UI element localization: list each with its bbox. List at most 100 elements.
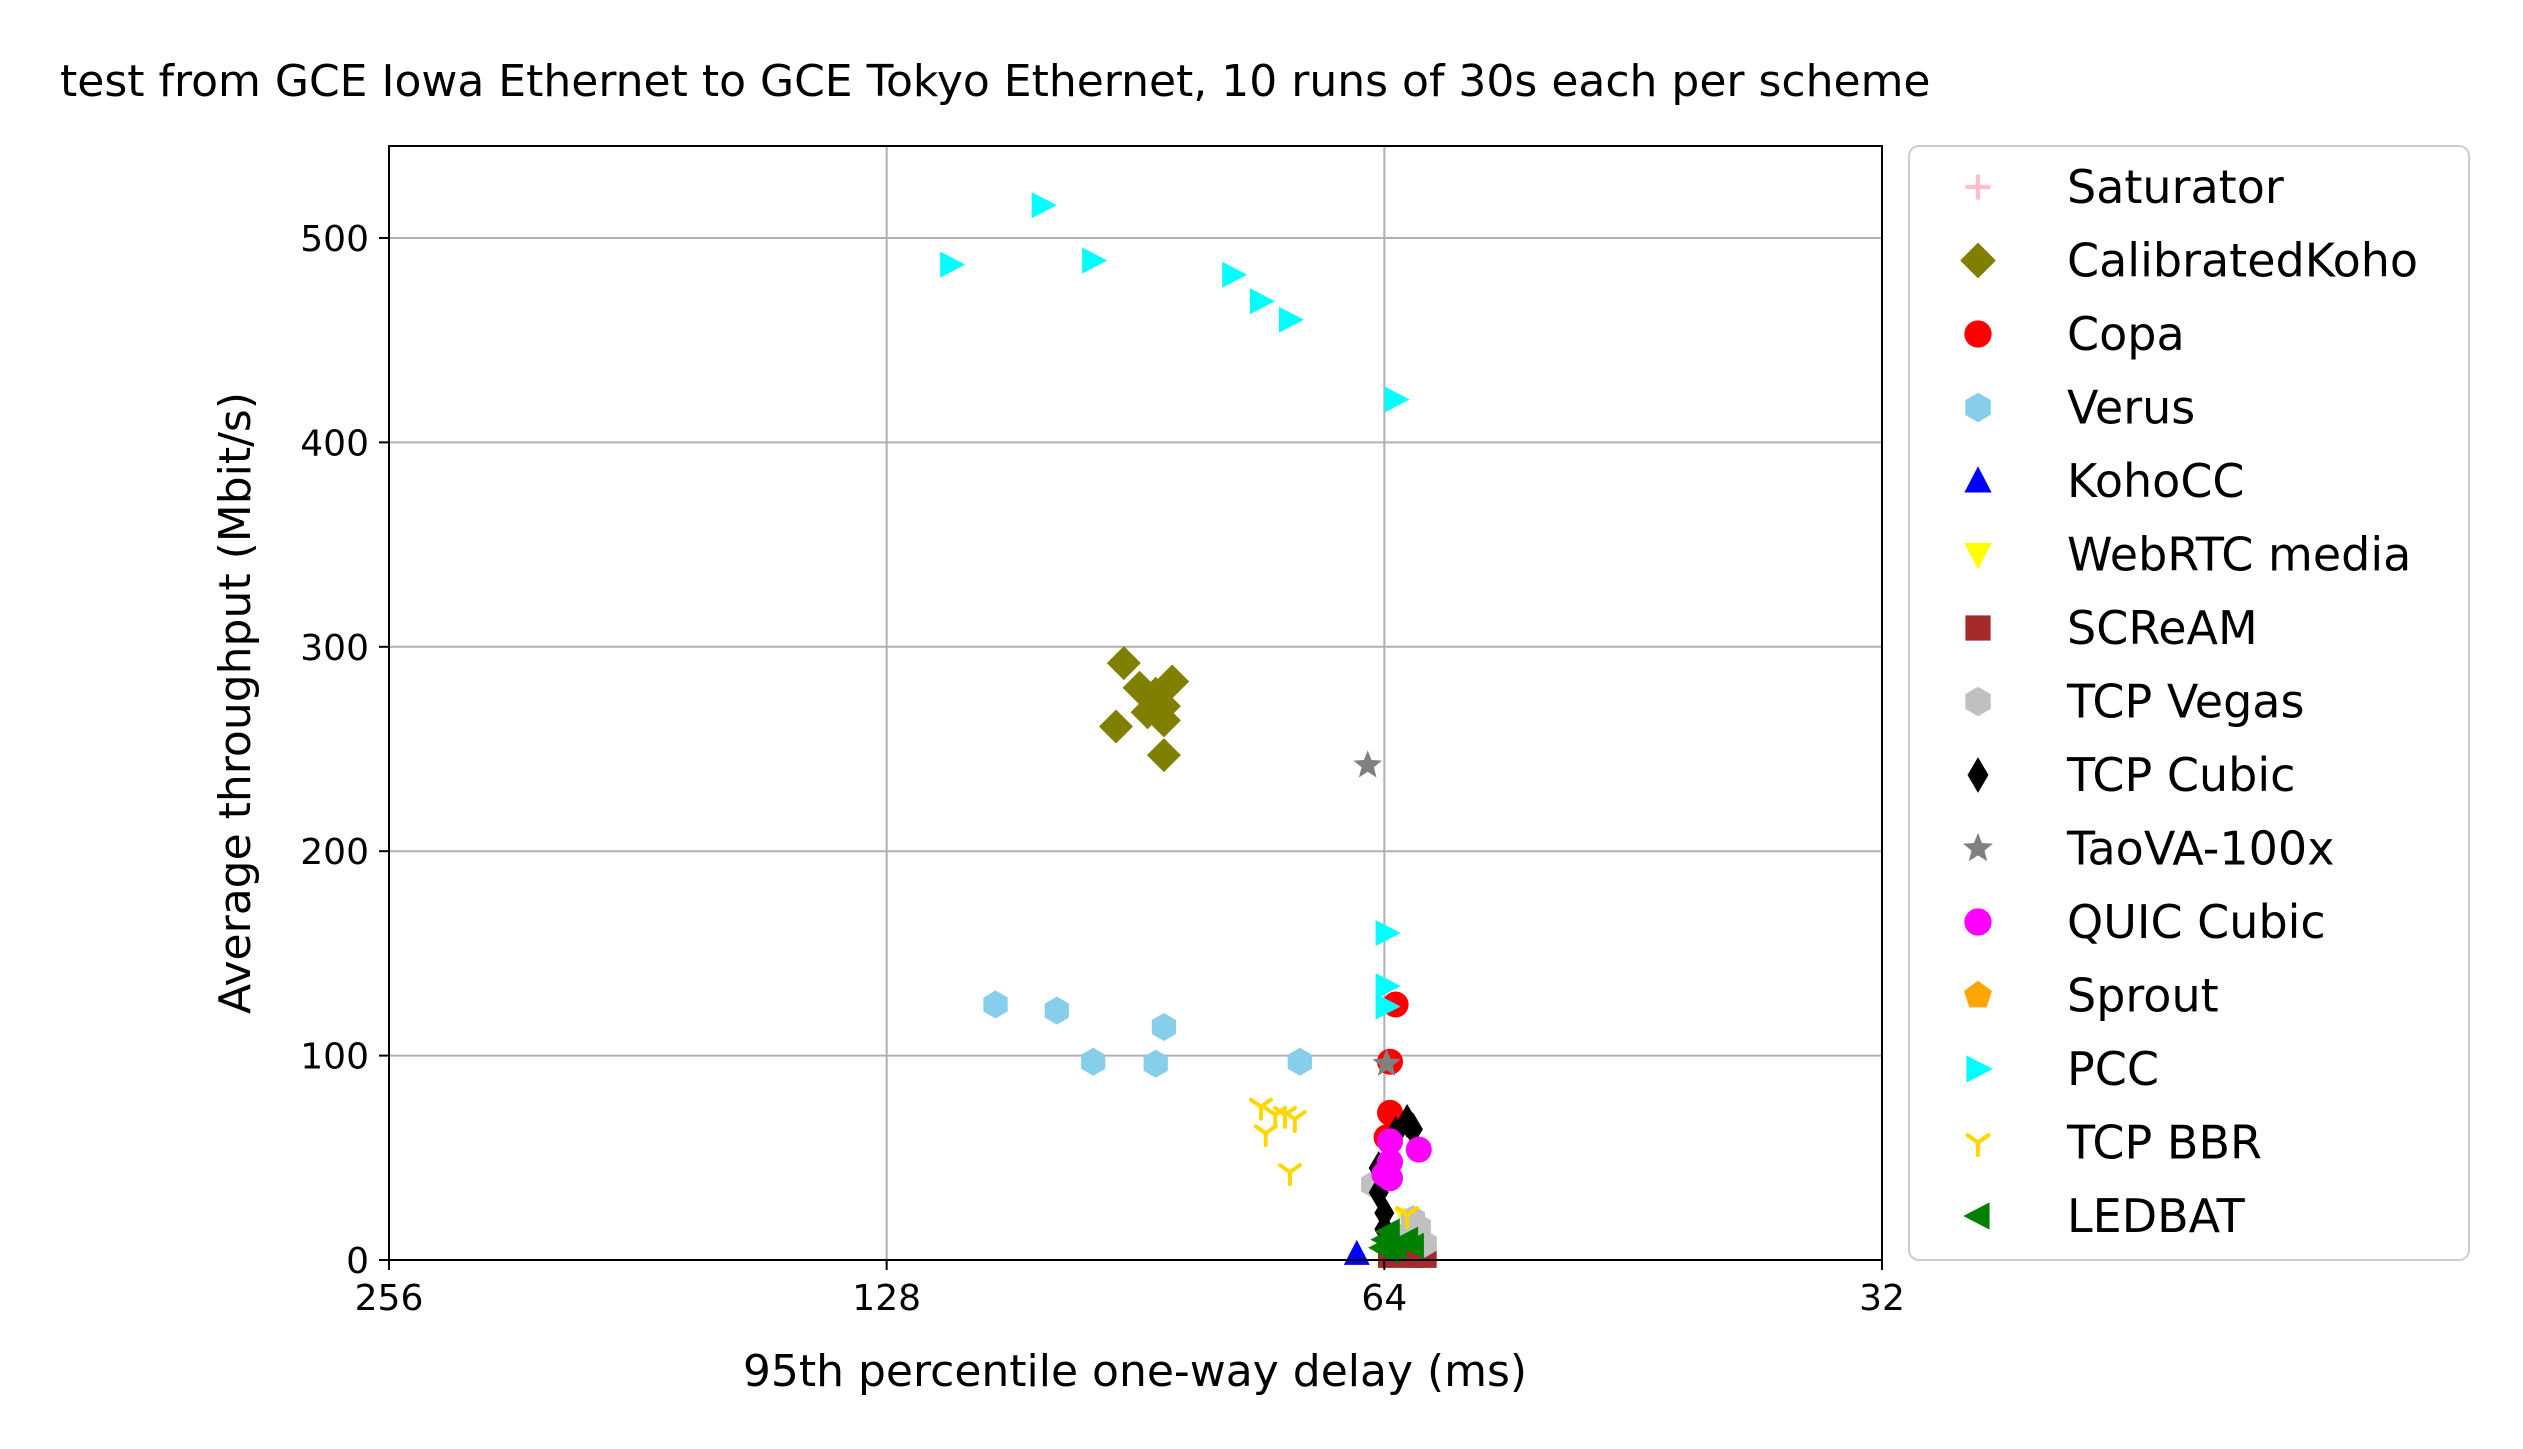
data-point [1044,996,1069,1025]
series-points [1099,646,1190,773]
data-point [940,251,966,278]
x-tick-label: 32 [1859,1278,1905,1319]
data-point [1375,920,1401,946]
y-tick-label: 0 [346,1241,369,1282]
series-points [940,192,1410,1020]
series-points [1248,1097,1420,1229]
data-point [1146,703,1181,738]
legend-label: Copa [2067,307,2185,361]
data-point [1099,709,1133,744]
legend-label: LEDBAT [2067,1189,2246,1243]
legend-item: TCP BBR [1965,1116,2262,1170]
legend-label: TCP BBR [2066,1116,2262,1170]
series-points [1368,1218,1424,1265]
data-point [1375,973,1401,1000]
legend-label: Verus [2067,381,2195,435]
legend-label: CalibratedKoho [2067,234,2418,288]
data-point [1374,1238,1400,1265]
legend-marker [1965,615,1991,641]
legend-item: LEDBAT [1963,1189,2246,1243]
series-points [1343,1239,1370,1265]
x-tick-label: 256 [355,1278,424,1319]
legend-marker [1964,980,1992,1008]
legend-label: SCReAM [2067,601,2258,655]
data-point [1405,1136,1432,1163]
legend-marker [1967,757,1989,793]
data-point [1395,1206,1420,1229]
data-point [1277,1163,1302,1187]
legend: Saturator CalibratedKoho Copa Verus KohoCC We… [1908,145,2470,1261]
data-point [1343,1239,1370,1265]
legend-marker [1964,320,1992,348]
data-point [1353,750,1382,778]
legend-label: Saturator [2067,160,2284,214]
legend-marker [1965,1133,1991,1158]
axis-ticks: 256 128 64 32 0 100 200 300 400 500 [300,219,1905,1319]
data-point [983,990,1008,1019]
data-point [1375,993,1401,1020]
data-point [1151,1013,1177,1041]
legend-label: WebRTC media [2067,528,2411,582]
legend-item: TCP Cubic [1967,748,2295,802]
data-point [1384,386,1410,413]
legend-label: QUIC Cubic [2067,895,2326,949]
data-point [1031,192,1057,219]
legend-label: Sprout [2067,969,2219,1023]
legend-marker [1965,686,1991,717]
data-point [1146,738,1181,773]
data-point [1253,1124,1278,1148]
legend-item: PCC [1966,1042,2159,1096]
y-tick-label: 400 [300,423,369,464]
legend-box [1908,145,2470,1261]
series-points [1371,1128,1432,1192]
legend-label: TaoVA-100x [2066,822,2334,876]
legend-item: QUIC Cubic [1964,895,2326,949]
legend-label: KohoCC [2067,454,2245,508]
data-point [1222,261,1248,288]
data-point [1377,1128,1403,1155]
legend-label: PCC [2067,1042,2159,1096]
legend-marker [1963,1202,1990,1230]
legend-marker [1964,466,1992,493]
x-axis-label: 95th percentile one-way delay (ms) [743,1346,1527,1397]
y-axis-label: Average throughput (Mbit/s) [210,392,261,1014]
legend-item: TaoVA-100x [1963,822,2334,876]
data-point [1081,1047,1106,1076]
data-points [940,192,1437,1268]
legend-item: CalibratedKoho [1960,234,2418,288]
legend-item: Sprout [1964,969,2219,1023]
x-tick-label: 128 [852,1278,921,1319]
legend-item: KohoCC [1964,454,2245,508]
legend-marker [1965,392,1991,423]
legend-item: WebRTC media [1964,528,2411,582]
data-point [1278,306,1304,333]
grid-lines [388,146,1883,1261]
data-point [1248,1097,1273,1121]
plot-area-frame [388,145,1883,1261]
series-points [983,990,1312,1078]
legend-item: TCP Vegas [1965,675,2304,729]
data-point [1143,1049,1168,1078]
series-points [1353,750,1401,1076]
legend-marker [1966,1055,1993,1083]
legend-marker [1964,542,1992,570]
y-tick-label: 300 [300,628,369,669]
data-point [1106,646,1141,681]
legend-label: TCP Vegas [2066,675,2304,729]
legend-label: TCP Cubic [2066,748,2295,802]
legend-marker [1965,174,1991,200]
data-point [1249,288,1275,315]
chart-title: test from GCE Iowa Ethernet to GCE Tokyo… [60,56,1931,107]
legend-marker [1963,832,1993,862]
data-point [1398,1232,1424,1259]
legend-item: SCReAM [1965,601,2258,655]
legend-item: Saturator [1965,160,2284,214]
data-point [1372,1048,1401,1076]
y-tick-label: 200 [300,832,369,873]
y-tick-label: 100 [300,1037,369,1078]
legend-marker [1964,908,1992,936]
data-point [1082,247,1108,274]
data-point [1377,1165,1403,1192]
x-tick-label: 64 [1361,1278,1407,1319]
